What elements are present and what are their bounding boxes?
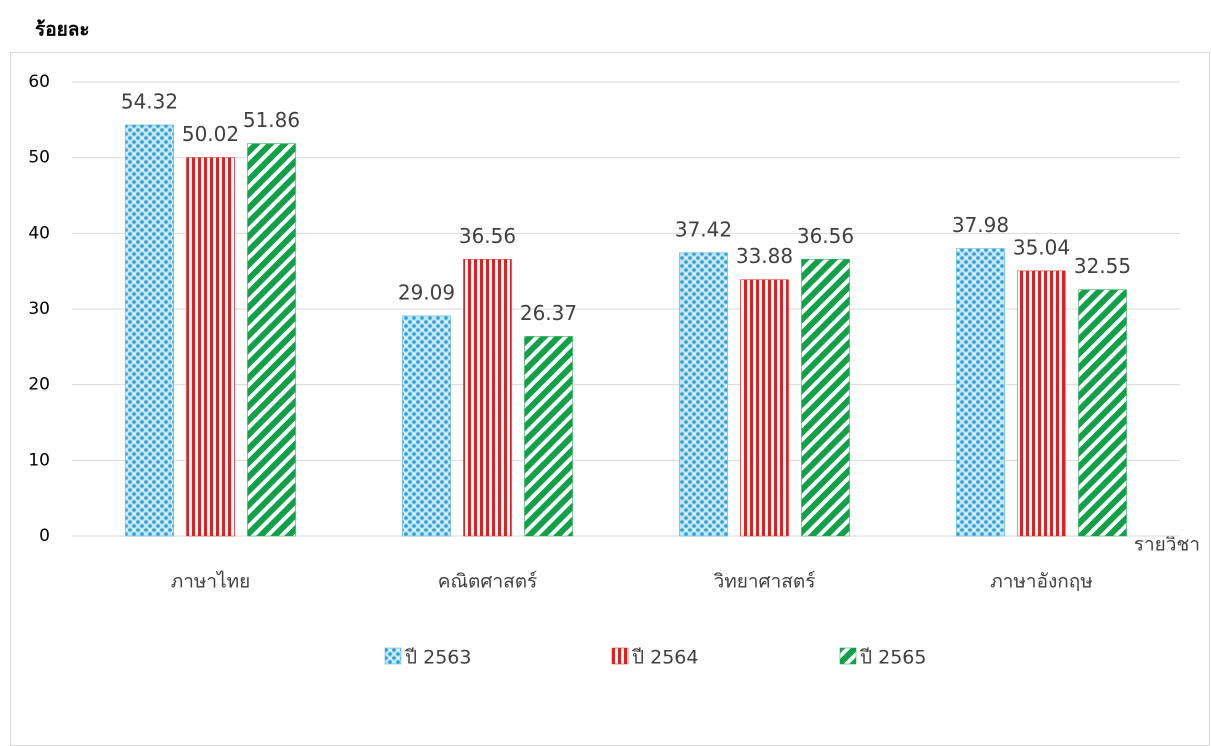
bar (186, 157, 235, 537)
data-label: 54.32 (121, 89, 178, 113)
legend-swatch (384, 647, 402, 665)
legend-swatch (611, 647, 629, 665)
bar (402, 315, 451, 537)
legend-label: ปี 2564 (631, 647, 698, 669)
x-tick-label: คณิตศาสตร์ (438, 571, 538, 593)
data-label: 32.55 (1074, 254, 1131, 278)
y-tick-label: 30 (28, 299, 50, 319)
bar (801, 259, 850, 537)
data-label: 36.56 (797, 224, 854, 248)
x-axis-label: รายวิชา (1134, 534, 1200, 556)
y-tick-label: 50 (28, 148, 50, 168)
data-label: 51.86 (243, 108, 300, 132)
bar (125, 124, 174, 537)
x-tick-label: ภาษาอังกฤษ (990, 571, 1093, 593)
data-label: 35.04 (1013, 235, 1070, 259)
y-tick-label: 0 (39, 526, 50, 546)
data-label: 37.42 (675, 217, 732, 241)
legend-label: ปี 2563 (404, 647, 471, 669)
data-label: 37.98 (952, 213, 1009, 237)
x-tick-label: วิทยาศาสตร์ (713, 571, 815, 593)
bar (247, 143, 296, 537)
x-tick-label: ภาษาไทย (171, 571, 251, 593)
bar (740, 279, 789, 537)
data-label: 36.56 (459, 224, 516, 248)
data-label: 29.09 (398, 280, 455, 304)
y-axis-label: ร้อยละ (35, 19, 90, 41)
bar (1078, 289, 1127, 537)
bar (1017, 270, 1066, 537)
data-label: 50.02 (182, 122, 239, 146)
y-tick-label: 10 (28, 450, 50, 470)
bar (524, 336, 573, 537)
bar (956, 248, 1005, 537)
legend-swatch (839, 647, 857, 665)
bar (679, 252, 728, 537)
y-tick-label: 60 (28, 72, 50, 92)
y-tick-label: 20 (28, 375, 50, 395)
bar (463, 259, 512, 537)
legend-label: ปี 2565 (859, 647, 926, 669)
data-label: 26.37 (520, 301, 577, 325)
y-tick-label: 40 (28, 223, 50, 243)
data-label: 33.88 (736, 244, 793, 268)
